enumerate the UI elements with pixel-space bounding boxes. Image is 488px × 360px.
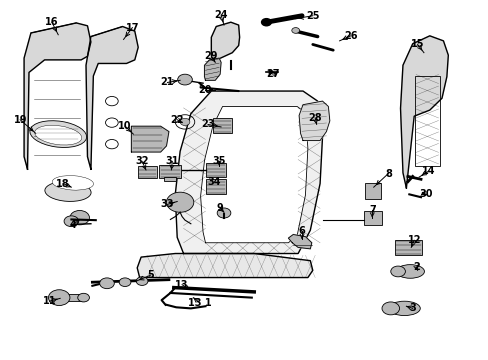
Bar: [206, 179, 225, 194]
Polygon shape: [288, 234, 311, 249]
Circle shape: [64, 216, 79, 226]
Circle shape: [291, 28, 299, 33]
Circle shape: [119, 278, 131, 287]
Text: 27: 27: [265, 69, 279, 79]
Bar: [206, 163, 225, 177]
Circle shape: [381, 302, 399, 315]
Text: 18: 18: [56, 179, 70, 189]
Text: 26: 26: [344, 31, 357, 41]
Text: 24: 24: [214, 10, 227, 20]
Text: 17: 17: [125, 23, 139, 33]
Text: 20: 20: [197, 85, 211, 95]
Circle shape: [48, 290, 70, 306]
Text: 16: 16: [45, 17, 59, 27]
Text: 21: 21: [161, 77, 174, 87]
Bar: [58, 294, 83, 301]
Circle shape: [166, 192, 193, 212]
Text: 3: 3: [408, 303, 415, 314]
Circle shape: [70, 211, 89, 225]
Text: 15: 15: [410, 40, 424, 49]
Circle shape: [180, 118, 189, 126]
Bar: [414, 76, 439, 166]
Circle shape: [177, 74, 192, 85]
Polygon shape: [86, 27, 138, 169]
Polygon shape: [175, 91, 322, 253]
Bar: [138, 166, 157, 178]
Text: 35: 35: [212, 156, 225, 166]
Circle shape: [261, 19, 271, 26]
Polygon shape: [211, 22, 239, 62]
Text: 33: 33: [161, 199, 174, 210]
Bar: [363, 211, 382, 225]
Text: 28: 28: [308, 113, 322, 123]
Text: 22: 22: [170, 115, 183, 125]
Text: 11: 11: [42, 296, 56, 306]
Bar: [212, 118, 232, 134]
Text: 10: 10: [118, 121, 131, 131]
Text: 13: 13: [175, 280, 188, 290]
Text: 32: 32: [135, 156, 148, 166]
Text: 31: 31: [165, 156, 179, 166]
Bar: [159, 165, 181, 178]
Text: 7: 7: [368, 206, 375, 216]
Text: 12: 12: [407, 235, 420, 245]
Text: 6: 6: [298, 226, 305, 236]
Polygon shape: [204, 58, 221, 80]
Text: 13 1: 13 1: [187, 298, 211, 308]
Circle shape: [78, 293, 89, 302]
Polygon shape: [24, 23, 91, 169]
Polygon shape: [131, 126, 168, 152]
Ellipse shape: [30, 121, 86, 148]
Circle shape: [136, 277, 148, 285]
Bar: [163, 177, 176, 181]
Polygon shape: [400, 36, 447, 188]
Bar: [365, 183, 380, 199]
Text: 5: 5: [147, 270, 154, 280]
Text: 9: 9: [216, 203, 223, 213]
Ellipse shape: [395, 265, 424, 278]
Text: 14: 14: [421, 166, 435, 176]
Text: 29: 29: [204, 51, 218, 61]
Circle shape: [390, 266, 405, 277]
Text: 25: 25: [305, 11, 319, 21]
Text: 2: 2: [412, 262, 419, 272]
Text: 34: 34: [207, 177, 221, 187]
Ellipse shape: [388, 301, 419, 316]
Text: 4: 4: [69, 220, 76, 230]
Text: 19: 19: [14, 115, 27, 125]
Text: 30: 30: [418, 189, 432, 199]
Ellipse shape: [52, 176, 93, 190]
Text: 8: 8: [384, 168, 391, 179]
Bar: [394, 240, 421, 255]
Circle shape: [217, 208, 230, 218]
Polygon shape: [200, 107, 307, 243]
Polygon shape: [299, 101, 329, 140]
Text: 23: 23: [201, 120, 214, 129]
Ellipse shape: [35, 125, 81, 145]
Polygon shape: [137, 253, 312, 278]
Circle shape: [100, 278, 114, 289]
Ellipse shape: [45, 181, 91, 201]
